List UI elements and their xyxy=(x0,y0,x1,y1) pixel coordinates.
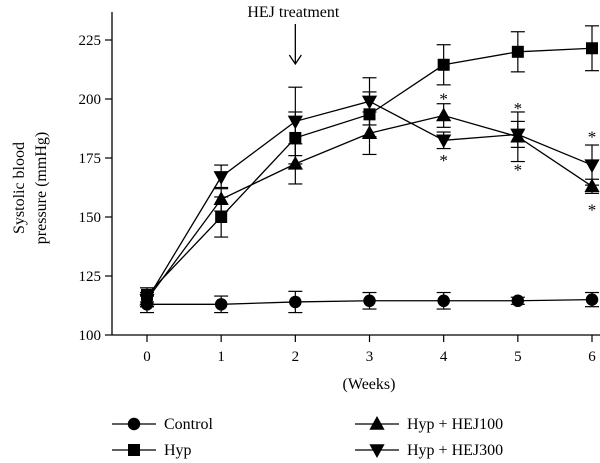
legend-marker xyxy=(128,444,140,456)
data-point-hyp-hej300 xyxy=(213,171,229,185)
data-point-control xyxy=(214,298,228,311)
legend-item-hyp-hej100: Hyp + HEJ100 xyxy=(355,416,503,433)
data-point-control xyxy=(363,294,376,308)
x-tick-label: 5 xyxy=(514,349,522,365)
data-point-hyp-hej300 xyxy=(436,134,452,149)
data-point-control xyxy=(289,295,302,309)
data-point-hyp xyxy=(511,45,524,58)
legend-item-hyp: Hyp xyxy=(112,442,192,459)
significance-marker: * xyxy=(439,151,448,170)
y-axis-title-line: Systolic blood xyxy=(11,142,28,234)
data-point-hyp-hej300 xyxy=(287,115,303,130)
legend-label: Hyp + HEJ100 xyxy=(407,416,503,433)
legend-label: Hyp xyxy=(164,442,192,459)
legend-label: Control xyxy=(164,416,213,433)
x-tick-label: 0 xyxy=(143,349,151,365)
y-tick-label: 200 xyxy=(79,92,102,108)
y-tick-label: 100 xyxy=(79,328,102,344)
y-tick-label: 150 xyxy=(79,210,102,226)
significance-marker: * xyxy=(439,90,448,109)
annotation-arrow-head xyxy=(288,54,302,66)
data-point-hyp xyxy=(215,211,228,223)
significance-marker: * xyxy=(514,160,523,179)
x-tick-label: 3 xyxy=(366,349,374,365)
data-point-hyp xyxy=(437,58,450,71)
legend-marker xyxy=(369,444,385,458)
data-point-hyp-hej100 xyxy=(287,155,303,170)
data-point-hyp-hej300 xyxy=(361,95,378,110)
legend-label: Hyp + HEJ300 xyxy=(407,442,503,459)
y-tick-label: 225 xyxy=(79,33,102,49)
data-point-hyp-hej100 xyxy=(436,107,452,122)
data-point-hyp-hej100 xyxy=(361,125,378,139)
significance-marker: * xyxy=(588,127,597,146)
legend-item-control: Control xyxy=(112,416,213,433)
annotation-label: HEJ treatment xyxy=(247,4,340,21)
data-point-control xyxy=(437,294,450,308)
data-point-hyp-hej100 xyxy=(213,191,229,206)
x-tick-label: 4 xyxy=(440,349,448,365)
data-point-hyp-hej300 xyxy=(139,293,155,308)
y-tick-label: 125 xyxy=(79,269,102,285)
legend-item-hyp-hej300: Hyp + HEJ300 xyxy=(355,442,503,459)
legend-marker xyxy=(369,416,385,430)
data-point-hyp-hej300 xyxy=(584,159,600,174)
y-axis-title-line: pressure (mmHg) xyxy=(33,132,50,244)
legend-marker xyxy=(127,417,141,431)
data-point-hyp xyxy=(586,42,598,55)
data-point-control xyxy=(511,294,525,308)
x-tick-label: 2 xyxy=(292,349,300,365)
significance-marker: * xyxy=(514,99,523,118)
significance-marker: * xyxy=(588,201,597,220)
data-point-hyp-hej300 xyxy=(510,128,526,143)
y-tick-label: 175 xyxy=(79,151,102,167)
x-tick-label: 6 xyxy=(588,349,596,365)
y-axis-title: Systolic blood pressure (mmHg) xyxy=(11,132,50,244)
data-point-control xyxy=(585,293,599,306)
x-axis-title: (Weeks) xyxy=(343,376,396,393)
x-tick-label: 1 xyxy=(217,349,225,365)
legend: Control Hyp Hyp + HEJ100 Hyp + HEJ300 xyxy=(112,416,503,459)
